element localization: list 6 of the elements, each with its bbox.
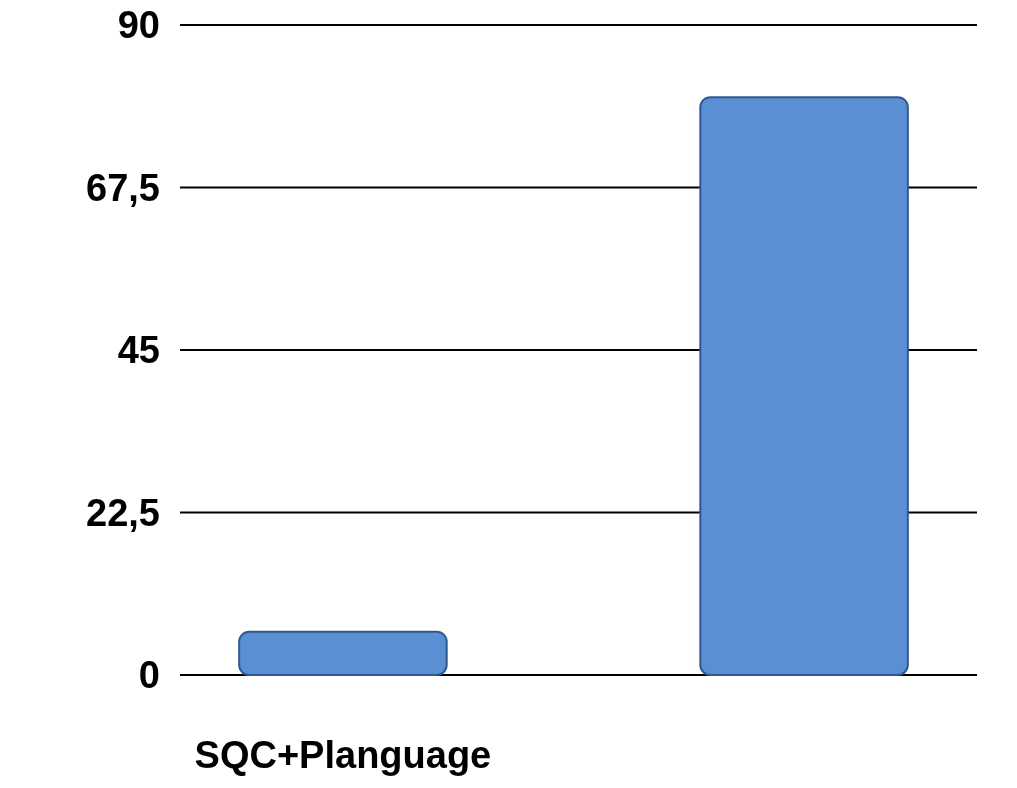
y-tick-label: 22,5 xyxy=(86,491,160,534)
y-tick-label: 0 xyxy=(138,654,160,697)
x-tick-label: SQC+Planguage xyxy=(194,734,492,776)
y-tick-label: 90 xyxy=(117,4,160,47)
y-tick-label: 67,5 xyxy=(86,166,160,209)
y-tick-label: 45 xyxy=(117,329,160,372)
